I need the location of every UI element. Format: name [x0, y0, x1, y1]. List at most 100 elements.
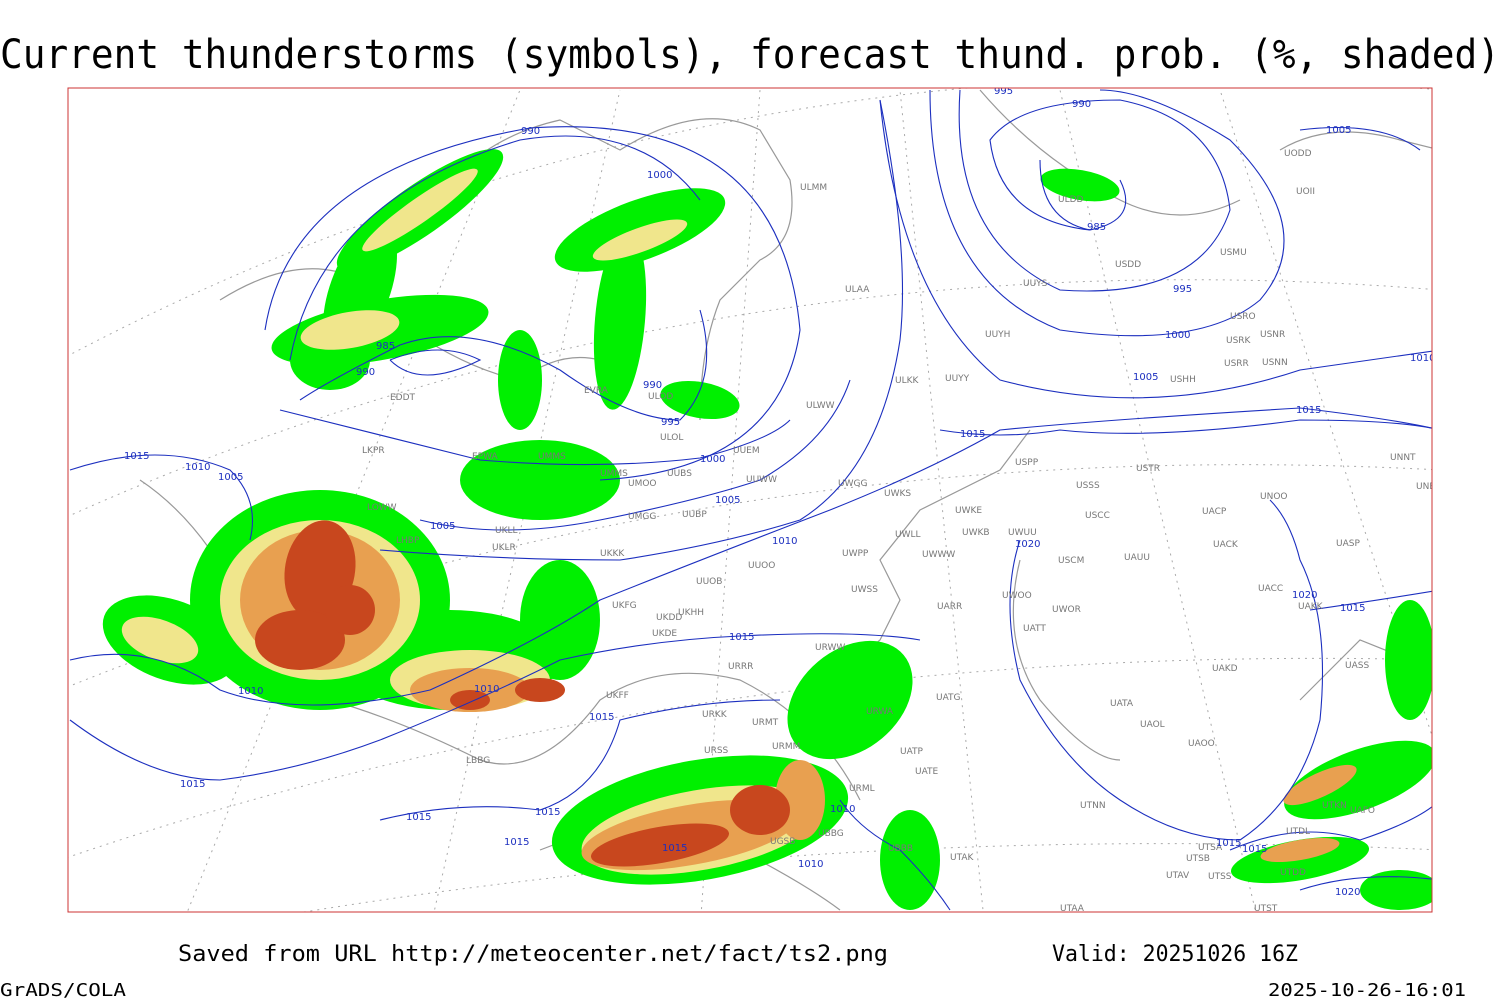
- station-label: ULWW: [806, 401, 835, 411]
- station-label: USTR: [1136, 464, 1160, 474]
- isobar-label: 995: [661, 417, 680, 428]
- station-label: UKDD: [656, 613, 682, 623]
- station-label: UARR: [937, 602, 962, 612]
- station-label: UAKK: [1298, 602, 1324, 612]
- storm-area: [121, 616, 199, 664]
- station-label: UAUU: [1124, 553, 1150, 563]
- station-label: UTSB: [1186, 854, 1210, 864]
- station-label: UKKK: [600, 549, 625, 559]
- valid-time: Valid: 20251026 16Z: [1052, 942, 1298, 967]
- station-label: UWUU: [1008, 528, 1037, 538]
- station-label: UAOL: [1140, 720, 1165, 730]
- storm-area: [593, 230, 647, 410]
- storm-area: [498, 330, 542, 430]
- station-label: USHH: [1170, 375, 1196, 385]
- isobar-label: 1010: [238, 686, 263, 697]
- station-label: URRR: [728, 662, 753, 672]
- station-label: UUWW: [746, 475, 777, 485]
- map-title: Current thunderstorms (symbols), forecas…: [0, 32, 1500, 78]
- isobar-label: 1010: [1410, 353, 1435, 364]
- isobar-label: 1005: [715, 495, 740, 506]
- station-label: UKFG: [612, 601, 637, 611]
- station-label: UTAK: [950, 853, 975, 863]
- station-label: URSS: [704, 746, 729, 756]
- station-label: USPP: [1015, 458, 1039, 468]
- station-label: UACP: [1202, 507, 1227, 517]
- map-area: ULMM ULAA UUYH UUYY ULKK UUYS USDD ULDD USMU UODD…: [68, 88, 1435, 912]
- isobar-label: 1020: [1292, 590, 1317, 601]
- station-label: UWLL: [895, 530, 921, 540]
- station-label: LKPR: [362, 446, 385, 456]
- isobar-label: 990: [643, 380, 662, 391]
- station-label: UMMS: [538, 452, 566, 462]
- isobar-label: 1015: [729, 632, 754, 643]
- station-label: UMMS: [600, 469, 628, 479]
- timestamp: 2025-10-26-16:01: [1268, 980, 1466, 1000]
- station-label: UTSS: [1208, 872, 1232, 882]
- station-label: ULKK: [895, 376, 920, 386]
- station-label: UUOB: [696, 577, 722, 587]
- station-label: URMM: [772, 742, 800, 752]
- station-label: UODD: [1284, 149, 1312, 159]
- station-label: UASP: [1336, 539, 1360, 549]
- station-label: UKLL: [495, 526, 518, 536]
- storm-area: [1284, 740, 1432, 820]
- isobar-label: 1000: [647, 170, 672, 181]
- station-label: UAOO: [1188, 739, 1215, 749]
- station-label: LHBP: [396, 536, 420, 546]
- station-label: URML: [849, 784, 875, 794]
- isobar-label: 1005: [430, 521, 455, 532]
- station-label: UWWW: [922, 550, 955, 560]
- isobar-label: 985: [376, 341, 395, 352]
- station-label: ULMM: [800, 183, 827, 193]
- storm-area: [1385, 600, 1432, 720]
- station-label: UGSB: [770, 837, 795, 847]
- station-label: UAKD: [1212, 664, 1238, 674]
- station-label: UUOO: [748, 561, 775, 571]
- station-label: USDD: [1115, 260, 1141, 270]
- station-label: LBBG: [466, 756, 490, 766]
- station-label: UUYH: [985, 330, 1010, 340]
- storm-area: [450, 690, 490, 710]
- isobar-label: 1010: [830, 804, 855, 815]
- isobar-label: 985: [1087, 222, 1106, 233]
- station-label: UTAV: [1166, 871, 1190, 881]
- station-label: USRK: [1226, 336, 1252, 346]
- storm-area: [730, 785, 790, 835]
- station-label: USSS: [1076, 481, 1100, 491]
- station-label: ULDD: [1058, 195, 1084, 205]
- station-label: EPWA: [472, 452, 499, 462]
- station-label: UTNN: [1080, 801, 1106, 811]
- station-label: UWSS: [851, 585, 878, 595]
- storm-area: [1360, 870, 1432, 910]
- station-label: URKK: [702, 710, 728, 720]
- storm-area: [515, 678, 565, 702]
- isobar-label: 1010: [772, 536, 797, 547]
- isobars: [69, 89, 1432, 911]
- station-label: LOWW: [367, 503, 397, 513]
- storm-area: [362, 168, 478, 252]
- station-label: UATG: [936, 693, 961, 703]
- station-label: UKDE: [652, 629, 677, 639]
- isobar-label: 1015: [960, 429, 985, 440]
- station-label: USNN: [1262, 358, 1288, 368]
- software-credit: GrADS/COLA: [0, 980, 126, 1000]
- station-label: USRR: [1224, 359, 1249, 369]
- isobar-label: 1015: [504, 837, 529, 848]
- isobar-label: 1015: [535, 807, 560, 818]
- station-label: UTDD: [1280, 868, 1306, 878]
- station-label: ULOL: [660, 433, 683, 443]
- station-label: UWPP: [842, 549, 869, 559]
- station-label: URWA: [866, 707, 894, 717]
- isobar-label: 1020: [1335, 887, 1360, 898]
- map-frame: [67, 87, 1433, 913]
- station-label: UASS: [1345, 661, 1369, 671]
- isobar-label: 995: [1173, 284, 1192, 295]
- station-label: USCC: [1085, 511, 1110, 521]
- storm-area: [300, 310, 400, 350]
- station-label: UTKN: [1322, 801, 1347, 811]
- isobar-label: 990: [521, 126, 540, 137]
- isobar-label: 1015: [1216, 838, 1241, 849]
- station-label: UKLR: [492, 543, 516, 553]
- isobar-label: 1015: [1340, 603, 1365, 614]
